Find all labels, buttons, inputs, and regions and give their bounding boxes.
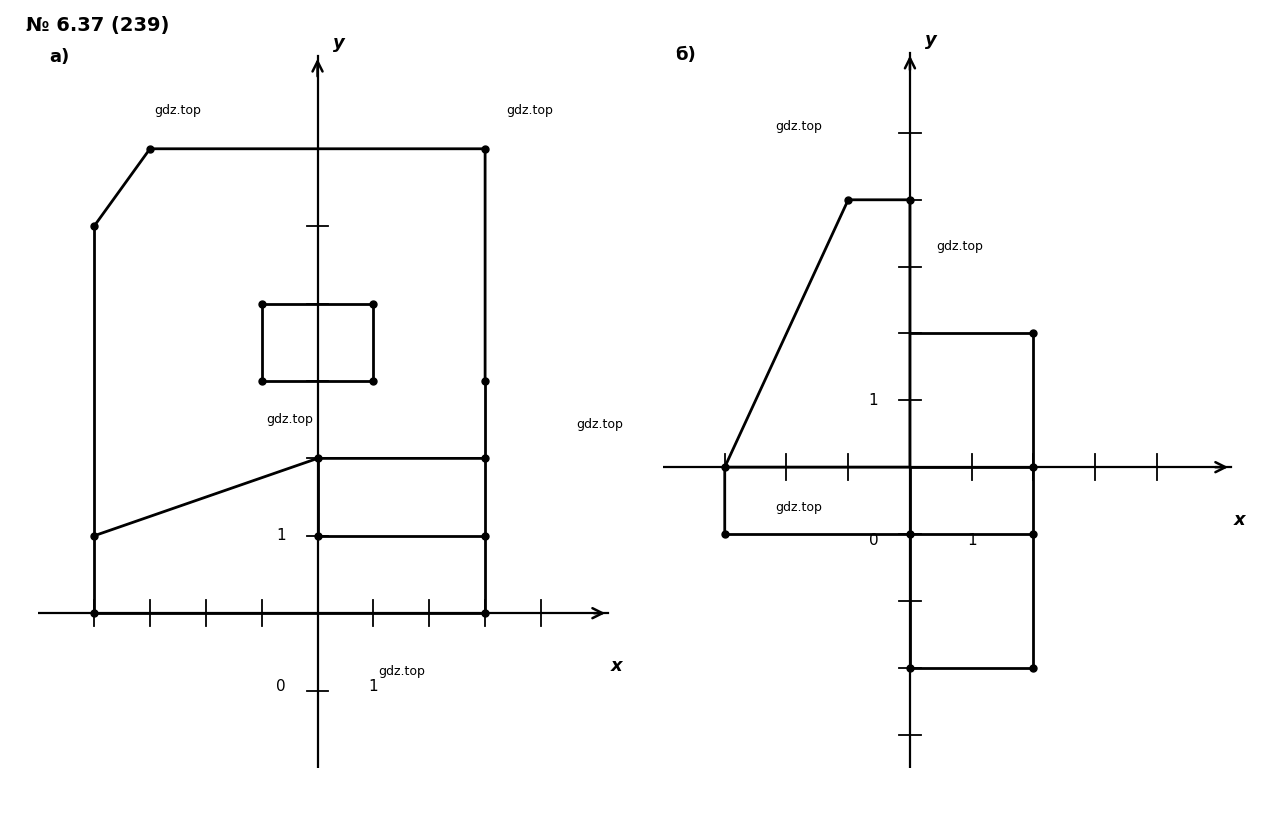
Text: 1: 1: [277, 529, 286, 543]
Text: 1: 1: [868, 393, 878, 408]
Text: б): б): [676, 46, 696, 64]
Text: gdz.top: gdz.top: [936, 240, 983, 253]
Text: x: x: [1234, 511, 1246, 529]
Text: y: y: [926, 31, 937, 49]
Text: 0: 0: [868, 534, 878, 548]
Text: 1: 1: [966, 534, 977, 548]
Text: 0: 0: [277, 680, 286, 694]
Text: № 6.37 (239): № 6.37 (239): [26, 16, 168, 35]
Text: gdz.top: gdz.top: [775, 501, 822, 514]
Text: x: x: [611, 657, 622, 675]
Text: gdz.top: gdz.top: [775, 120, 822, 133]
Text: gdz.top: gdz.top: [266, 413, 314, 426]
Text: gdz.top: gdz.top: [506, 104, 553, 117]
Text: а): а): [50, 48, 70, 66]
Text: y: y: [333, 34, 344, 52]
Text: gdz.top: gdz.top: [377, 665, 425, 678]
Text: gdz.top: gdz.top: [154, 104, 201, 117]
Text: 1: 1: [368, 680, 379, 694]
Text: gdz.top: gdz.top: [576, 418, 622, 431]
